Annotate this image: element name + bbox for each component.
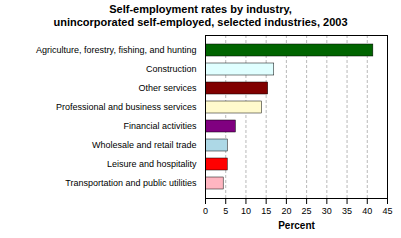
svg-text:35: 35 xyxy=(342,206,352,216)
svg-text:20: 20 xyxy=(281,206,291,216)
svg-text:Construction: Construction xyxy=(146,64,197,74)
html-text:unincorporated self-employed,: unincorporated self-employed, selected i… xyxy=(53,16,348,28)
svg-text:Transportation and public util: Transportation and public utilities xyxy=(65,178,197,188)
svg-text:30: 30 xyxy=(322,206,332,216)
svg-text:Percent: Percent xyxy=(278,220,315,231)
svg-text:10: 10 xyxy=(241,206,251,216)
svg-text:5: 5 xyxy=(223,206,228,216)
svg-text:Financial activities: Financial activities xyxy=(123,121,197,131)
svg-text:0: 0 xyxy=(203,206,208,216)
svg-text:Wholesale and retail trade: Wholesale and retail trade xyxy=(92,140,197,150)
svg-text:Other services: Other services xyxy=(138,83,197,93)
svg-text:15: 15 xyxy=(261,206,271,216)
svg-text:25: 25 xyxy=(302,206,312,216)
html-text:Self-employment rates by indus: Self-employment rates by industry, xyxy=(109,3,292,15)
svg-text:Professional and business serv: Professional and business services xyxy=(56,102,197,112)
svg-text:Agriculture, forestry, fishing: Agriculture, forestry, fishing, and hunt… xyxy=(36,45,196,55)
svg-text:45: 45 xyxy=(382,206,392,216)
svg-text:40: 40 xyxy=(362,206,372,216)
svg-text:Leisure and hospitality: Leisure and hospitality xyxy=(107,159,197,169)
